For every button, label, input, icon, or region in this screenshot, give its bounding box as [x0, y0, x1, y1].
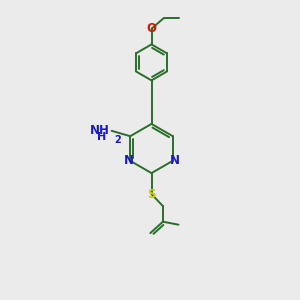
- Text: S: S: [147, 188, 156, 201]
- Text: N: N: [169, 154, 180, 167]
- Text: NH: NH: [90, 124, 110, 137]
- Text: O: O: [146, 22, 157, 35]
- Text: N: N: [123, 154, 134, 167]
- Text: H: H: [98, 132, 106, 142]
- Text: 2: 2: [115, 135, 121, 145]
